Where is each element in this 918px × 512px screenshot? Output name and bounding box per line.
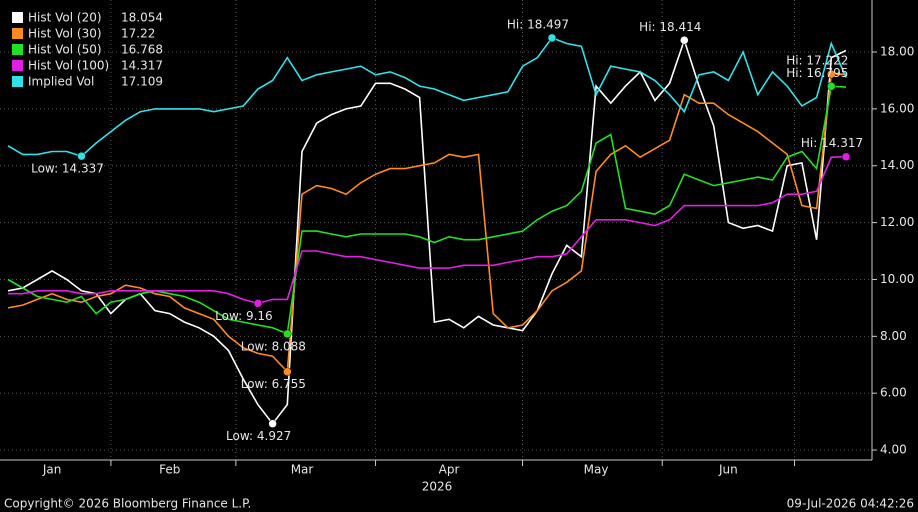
y-tick-label: 16.00 (880, 101, 914, 115)
y-tick-label: 18.00 (880, 45, 914, 59)
series-line (7, 85, 847, 335)
point-label: Low: 6.755 (241, 377, 306, 391)
legend-label: Hist Vol (20) (28, 11, 102, 25)
point-marker (253, 299, 263, 308)
series-line (8, 155, 847, 305)
legend-value: 16.768 (121, 43, 163, 57)
series-line (7, 36, 847, 158)
legend-label: Hist Vol (50) (28, 43, 102, 57)
x-axis-year: 2026 (422, 480, 453, 494)
point-marker (283, 329, 292, 339)
point-marker (827, 82, 836, 91)
point-marker (827, 69, 836, 79)
point-label: Low: 14.337 (31, 162, 104, 176)
point-label: Hi: 18.414 (639, 20, 701, 34)
legend-swatch (12, 76, 23, 87)
y-tick-label: 8.00 (880, 329, 907, 343)
point-marker (680, 36, 689, 45)
legend-label: Hist Vol (30) (28, 27, 102, 41)
x-tick-label: Jun (718, 463, 738, 477)
point-marker (547, 33, 557, 43)
y-tick-label: 14.00 (880, 158, 914, 172)
point-marker (268, 419, 277, 428)
point-label: Hi: 16.795 (786, 66, 848, 80)
legend-swatch (12, 60, 23, 71)
point-marker (841, 152, 851, 161)
point-label: Hi: 18.497 (507, 17, 569, 31)
point-marker (283, 367, 292, 376)
timestamp: 09-Jul-2026 04:42:26 (787, 497, 914, 511)
point-marker (77, 151, 86, 161)
x-tick-label: Jan (42, 463, 62, 477)
legend-label: Implied Vol (28, 75, 94, 89)
legend-value: 18.054 (121, 11, 163, 25)
x-tick-label: Mar (291, 463, 314, 477)
point-label: Hi: 17.222 (786, 54, 848, 68)
copyright: Copyright© 2026 Bloomberg Finance L.P. (4, 497, 251, 511)
legend-swatch (12, 28, 23, 39)
series-line (7, 37, 847, 426)
y-tick-label: 4.00 (880, 443, 907, 457)
x-tick-label: Feb (159, 463, 180, 477)
x-tick-label: May (584, 463, 609, 477)
y-tick-label: 10.00 (880, 272, 914, 286)
legend-value: 14.317 (121, 59, 163, 73)
point-label: Low: 9.16 (215, 309, 273, 323)
x-tick-label: Apr (439, 463, 460, 477)
legend-label: Hist Vol (100) (28, 59, 109, 73)
y-tick-label: 6.00 (880, 386, 907, 400)
point-label: Low: 4.927 (226, 429, 291, 443)
legend-swatch (12, 12, 23, 23)
point-label: Hi: 14.317 (801, 136, 863, 150)
legend-value: 17.22 (121, 27, 155, 41)
point-label: Low: 8.088 (241, 339, 306, 353)
legend-value: 17.109 (121, 75, 163, 89)
legend-swatch (12, 44, 23, 55)
y-tick-label: 12.00 (880, 215, 914, 229)
